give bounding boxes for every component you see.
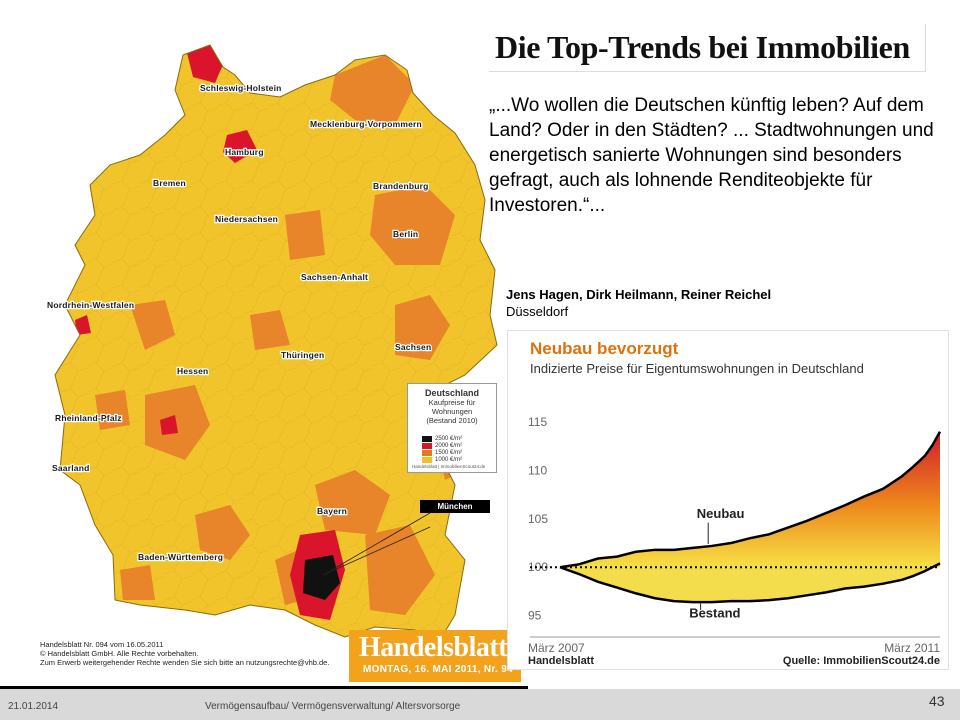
chart-subtitle: Indizierte Preise für Eigentumswohnungen… (530, 361, 864, 376)
logo-date: MONTAG, 16. MAI 2011, Nr. 94 (363, 664, 513, 675)
legend-swatch (422, 450, 432, 456)
legend-subtitle-line: Wohnungen (431, 407, 473, 416)
state-label-bayern: Bayern (317, 506, 347, 516)
y-tick-label: 115 (528, 415, 547, 429)
state-label-baden-wuerttemberg: Baden-Württemberg (138, 552, 223, 562)
germany-map: Schleswig-Holstein Mecklenburg-Vorpommer… (46, 44, 498, 641)
logo-word: Handelsblatt (359, 632, 508, 663)
muenchen-callout: München (420, 500, 490, 513)
legend-source: Handelsblatt | ImmobilienScout24.de (412, 464, 486, 469)
state-label-brandenburg: Brandenburg (373, 181, 429, 191)
series-label-neubau: Neubau (697, 506, 745, 521)
muenchen-leader-line (322, 512, 431, 576)
credit-line: © Handelsblatt GmbH. Alle Rechte vorbeha… (40, 649, 199, 658)
legend-item: 2500 €/m² (422, 436, 462, 442)
price-region-mid (250, 310, 290, 350)
legend-label: 1000 €/m² (435, 457, 463, 463)
quote-text: „...Wo wollen die Deutschen künftig lebe… (489, 95, 934, 216)
state-label-niedersachsen: Niedersachsen (215, 214, 278, 224)
legend-subtitle-line: Kaufpreise für (428, 398, 476, 407)
state-label-sachsen-anhalt: Sachsen-Anhalt (301, 272, 368, 282)
state-label-sachsen: Sachsen (395, 342, 431, 352)
price-region-mid (145, 385, 210, 460)
page-number: 43 (929, 693, 945, 709)
slide-footer: 21.01.2014 Vermögensaufbau/ Vermögensver… (0, 689, 960, 720)
y-tick-label: 100 (528, 560, 548, 574)
state-label-hamburg: Hamburg (225, 147, 264, 157)
x-tick-label: März 2011 (884, 641, 940, 655)
price-region-mid (395, 295, 450, 360)
chart-canvas: 95 100 105 110 115 Neubau Bestand März 2007 März… (528, 415, 942, 667)
price-index-chart: 95 100 105 110 115 Neubau Bestand März 2007 März… (507, 330, 949, 670)
state-label-mecklenburg-vorpommern: Mecklenburg-Vorpommern (310, 119, 422, 129)
state-label-hessen: Hessen (177, 366, 208, 376)
footer-date: 21.01.2014 (8, 701, 59, 712)
price-region-high (160, 415, 178, 435)
legend-label: 1500 €/m² (435, 450, 463, 456)
legend-label: 2000 €/m² (435, 443, 463, 449)
price-region-mid (195, 505, 250, 560)
legend-title: Deutschland (424, 388, 479, 398)
price-region-mid (130, 300, 175, 350)
legend-swatch (422, 443, 432, 449)
state-labels: Schleswig-Holstein Mecklenburg-Vorpommer… (46, 82, 433, 563)
y-tick-label: 95 (528, 609, 542, 623)
footer-rule (0, 686, 528, 689)
footer-text: Vermögensaufbau/ Vermögensverwaltung/ Al… (205, 701, 461, 712)
y-tick-label: 105 (528, 512, 548, 526)
price-region-mid (370, 185, 455, 265)
credit-line: Handelsblatt Nr. 094 vom 16.05.2011 (40, 640, 164, 649)
map-legend: Deutschland Kaufpreise für Wohnungen (Be… (407, 383, 497, 473)
chart-footer-source: Quelle: ImmobilienScout24.de (783, 655, 940, 667)
chart-footer-left: Handelsblatt (528, 655, 594, 667)
x-tick-label: März 2007 (528, 641, 585, 655)
price-region-mid (95, 390, 130, 430)
state-label-nordrhein-westfalen: Nordrhein-Westfalen (47, 300, 134, 310)
legend-item: 2000 €/m² (422, 443, 462, 449)
state-label-thueringen: Thüringen (281, 350, 324, 360)
legend-label: 2500 €/m² (435, 436, 463, 442)
series-line-bestand (559, 562, 941, 604)
state-label-bremen: Bremen (153, 178, 186, 188)
legend-item: 1500 €/m² (422, 450, 462, 456)
legend-swatch (422, 436, 432, 442)
state-label-schleswig-holstein: Schleswig-Holstein (200, 83, 282, 93)
price-region-mid (315, 470, 390, 535)
headline: Die Top-Trends bei Immobilien (495, 29, 910, 65)
legend-swatch (422, 457, 432, 463)
legend-item: 1000 €/m² (422, 457, 462, 463)
series-area-bestand (560, 563, 940, 603)
price-region-high (223, 130, 257, 163)
headline-panel: Die Top-Trends bei Immobilien (489, 24, 926, 72)
chart-title: Neubau bevorzugt (530, 339, 679, 358)
state-label-rheinland-pfalz: Rheinland-Pfalz (55, 413, 122, 423)
price-region-mid (330, 55, 415, 125)
price-region-top (303, 555, 340, 600)
price-region-mid (285, 210, 325, 260)
series-line-neubau (559, 431, 942, 569)
legend-subtitle-line: (Bestand 2010) (426, 416, 478, 425)
quote-authors: Jens Hagen, Dirk Heilmann, Reiner Reiche… (506, 287, 772, 302)
series-area-neubau (560, 431, 940, 568)
quote-place: Düsseldorf (506, 304, 569, 319)
y-tick-label: 110 (528, 463, 547, 477)
state-label-saarland: Saarland (52, 463, 90, 473)
price-region-mid (120, 565, 155, 600)
map-credit: Handelsblatt Nr. 094 vom 16.05.2011 © Ha… (40, 640, 370, 667)
state-label-berlin: Berlin (393, 229, 418, 239)
handelsblatt-logo: Handelsblatt MONTAG, 16. MAI 2011, Nr. 9… (349, 630, 521, 682)
series-label-bestand: Bestand (689, 606, 740, 621)
price-region-mid (365, 525, 435, 615)
price-region-high (75, 315, 91, 335)
credit-line: Zum Erwerb weitergehender Rechte wenden … (40, 658, 330, 667)
price-map: Schleswig-Holstein Mecklenburg-Vorpommer… (35, 15, 530, 687)
